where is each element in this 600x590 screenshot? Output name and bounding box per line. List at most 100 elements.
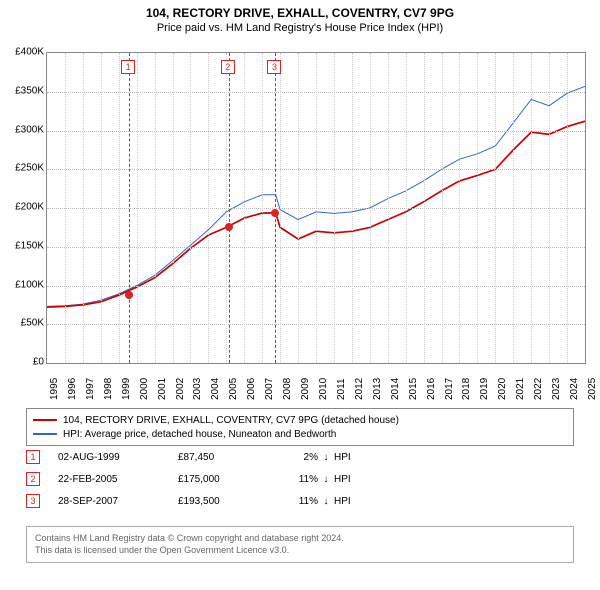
footer-line-2: This data is licensed under the Open Gov… <box>35 545 565 557</box>
x-axis-label: 2017 <box>444 378 455 400</box>
x-axis-label: 2019 <box>479 378 490 400</box>
gridline-v <box>119 53 120 363</box>
x-axis-label: 2004 <box>210 378 221 400</box>
legend-label-property: 104, RECTORY DRIVE, EXHALL, COVENTRY, CV… <box>63 415 399 426</box>
gridline-v <box>101 53 102 363</box>
chart-title: 104, RECTORY DRIVE, EXHALL, COVENTRY, CV… <box>0 0 600 20</box>
gridline-v <box>406 53 407 363</box>
x-axis-label: 1997 <box>85 378 96 400</box>
x-axis-label: 1999 <box>121 378 132 400</box>
x-axis-label: 2016 <box>426 378 437 400</box>
y-axis-label: £400K <box>4 47 44 58</box>
gridline-v <box>137 53 138 363</box>
sales-table: 102-AUG-1999£87,4502%↓HPI222-FEB-2005£17… <box>26 446 364 512</box>
gridline-v <box>155 53 156 363</box>
x-axis-label: 2015 <box>408 378 419 400</box>
sale-row-badge: 1 <box>26 450 40 464</box>
x-axis-label: 2002 <box>175 378 186 400</box>
y-axis-label: £100K <box>4 279 44 290</box>
gridline-v <box>370 53 371 363</box>
x-axis-label: 2003 <box>192 378 203 400</box>
gridline-v <box>424 53 425 363</box>
y-axis-label: £350K <box>4 85 44 96</box>
gridline-v <box>495 53 496 363</box>
sale-marker-badge: 1 <box>121 60 135 74</box>
legend-item-property: 104, RECTORY DRIVE, EXHALL, COVENTRY, CV… <box>33 413 567 427</box>
y-axis-label: £50K <box>4 318 44 329</box>
sale-point-icon <box>125 291 133 299</box>
legend-label-hpi: HPI: Average price, detached house, Nune… <box>63 429 336 440</box>
gridline-v <box>173 53 174 363</box>
gridline-v <box>65 53 66 363</box>
y-axis-label: £150K <box>4 240 44 251</box>
sale-marker-line <box>275 53 276 363</box>
sale-pct: 11% <box>278 496 318 507</box>
gridline-v <box>334 53 335 363</box>
gridline-v <box>190 53 191 363</box>
legend-item-hpi: HPI: Average price, detached house, Nune… <box>33 427 567 441</box>
gridline-v <box>226 53 227 363</box>
x-axis-label: 2023 <box>551 378 562 400</box>
x-axis-label: 1996 <box>67 378 78 400</box>
sale-row-badge: 3 <box>26 494 40 508</box>
gridline-v <box>244 53 245 363</box>
down-arrow-icon: ↓ <box>318 452 334 463</box>
x-axis-label: 2021 <box>515 378 526 400</box>
sale-row: 1 02-AUG-1999£87,4502%↓HPI <box>26 446 364 468</box>
footer-line-1: Contains HM Land Registry data © Crown c… <box>35 533 565 545</box>
sale-hpi-label: HPI <box>334 496 364 507</box>
sale-row-badge: 2 <box>26 472 40 486</box>
sale-row: 2 22-FEB-2005£175,00011%↓HPI <box>26 468 364 490</box>
sale-pct: 11% <box>278 474 318 485</box>
legend-swatch-property <box>33 419 57 421</box>
x-axis-label: 2008 <box>282 378 293 400</box>
x-axis-label: 2001 <box>157 378 168 400</box>
down-arrow-icon: ↓ <box>318 496 334 507</box>
sale-row: 328-SEP-2007£193,50011%↓HPI <box>26 490 364 512</box>
x-axis-label: 2020 <box>497 378 508 400</box>
x-axis-label: 1995 <box>49 378 60 400</box>
sale-marker-badge: 3 <box>267 60 281 74</box>
gridline-v <box>513 53 514 363</box>
sale-price: £175,000 <box>178 474 278 485</box>
gridline-v <box>388 53 389 363</box>
x-axis-label: 2007 <box>264 378 275 400</box>
gridline-v <box>531 53 532 363</box>
x-axis-label: 2011 <box>336 378 347 400</box>
legend: 104, RECTORY DRIVE, EXHALL, COVENTRY, CV… <box>26 408 574 446</box>
footer-attribution: Contains HM Land Registry data © Crown c… <box>26 526 574 563</box>
gridline-v <box>316 53 317 363</box>
sale-marker-line <box>229 53 230 363</box>
down-arrow-icon: ↓ <box>318 474 334 485</box>
x-axis-label: 2013 <box>372 378 383 400</box>
x-axis-label: 2025 <box>587 378 598 400</box>
chart-container: 104, RECTORY DRIVE, EXHALL, COVENTRY, CV… <box>0 0 600 590</box>
x-axis-label: 2012 <box>354 378 365 400</box>
gridline-v <box>442 53 443 363</box>
sale-date: 22-FEB-2005 <box>58 474 178 485</box>
gridline-v <box>477 53 478 363</box>
gridline-v <box>208 53 209 363</box>
sale-marker-badge: 2 <box>221 60 235 74</box>
sale-price: £87,450 <box>178 452 278 463</box>
sale-hpi-label: HPI <box>334 452 364 463</box>
sale-price: £193,500 <box>178 496 278 507</box>
gridline-v <box>298 53 299 363</box>
sale-pct: 2% <box>278 452 318 463</box>
x-axis-label: 2006 <box>246 378 257 400</box>
x-axis-label: 2000 <box>139 378 150 400</box>
x-axis-label: 2010 <box>318 378 329 400</box>
chart-subtitle: Price paid vs. HM Land Registry's House … <box>0 20 600 38</box>
sale-date: 02-AUG-1999 <box>58 452 178 463</box>
gridline-v <box>352 53 353 363</box>
plot-area <box>46 52 586 364</box>
sale-point-icon <box>225 223 233 231</box>
x-axis-label: 2022 <box>533 378 544 400</box>
y-axis-label: £0 <box>4 357 44 368</box>
gridline-v <box>83 53 84 363</box>
x-axis-label: 2024 <box>569 378 580 400</box>
y-axis-label: £300K <box>4 124 44 135</box>
x-axis-label: 2014 <box>390 378 401 400</box>
x-axis-label: 2005 <box>228 378 239 400</box>
sale-hpi-label: HPI <box>334 474 364 485</box>
